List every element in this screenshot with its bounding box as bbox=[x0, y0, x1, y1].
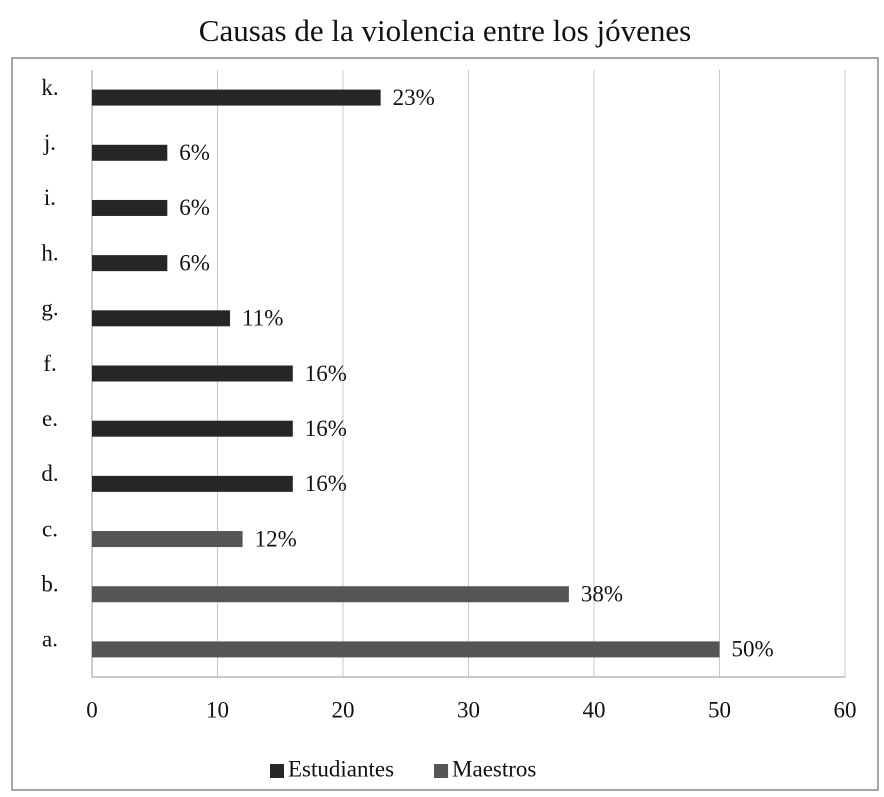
data-label: 16% bbox=[305, 361, 347, 386]
data-label: 6% bbox=[179, 195, 210, 220]
bar bbox=[92, 144, 168, 161]
data-label: 16% bbox=[305, 471, 347, 496]
y-tick-label: a. bbox=[42, 627, 58, 652]
bar bbox=[92, 310, 231, 327]
x-tick-label: 30 bbox=[457, 697, 480, 722]
data-label: 23% bbox=[393, 85, 435, 110]
y-tick-label: g. bbox=[41, 296, 58, 321]
bar bbox=[92, 199, 168, 216]
x-tick-label: 20 bbox=[332, 697, 355, 722]
bar bbox=[92, 531, 243, 548]
y-tick-label: f. bbox=[43, 351, 56, 376]
data-label: 38% bbox=[581, 582, 623, 607]
bar bbox=[92, 475, 293, 492]
data-label: 6% bbox=[179, 140, 210, 165]
x-tick-label: 10 bbox=[206, 697, 229, 722]
y-tick-label: b. bbox=[41, 572, 58, 597]
bar bbox=[92, 365, 293, 382]
x-tick-label: 50 bbox=[708, 697, 731, 722]
bar bbox=[92, 641, 720, 658]
y-tick-label: k. bbox=[41, 75, 58, 100]
data-label: 11% bbox=[242, 306, 283, 331]
x-tick-label: 40 bbox=[583, 697, 606, 722]
y-tick-label: h. bbox=[41, 240, 58, 265]
legend-label: Estudiantes bbox=[288, 756, 394, 781]
bar bbox=[92, 586, 569, 603]
y-tick-label: j. bbox=[43, 130, 56, 155]
data-label: 50% bbox=[732, 637, 774, 662]
legend-label: Maestros bbox=[452, 756, 536, 781]
data-label: 6% bbox=[179, 250, 210, 275]
y-tick-label: e. bbox=[42, 406, 58, 431]
y-tick-label: i. bbox=[44, 185, 56, 210]
bar bbox=[92, 420, 293, 437]
bar bbox=[92, 255, 168, 272]
bar bbox=[92, 89, 381, 106]
x-tick-label: 0 bbox=[86, 697, 98, 722]
x-tick-label: 60 bbox=[834, 697, 857, 722]
legend-swatch bbox=[434, 764, 449, 778]
chart-frame bbox=[11, 57, 879, 791]
data-label: 12% bbox=[255, 526, 297, 551]
data-label: 16% bbox=[305, 416, 347, 441]
chart-title: Causas de la violencia entre los jóvenes bbox=[199, 13, 691, 48]
y-tick-label: c. bbox=[42, 516, 58, 541]
legend-swatch bbox=[270, 764, 284, 778]
y-tick-label: d. bbox=[41, 461, 58, 486]
